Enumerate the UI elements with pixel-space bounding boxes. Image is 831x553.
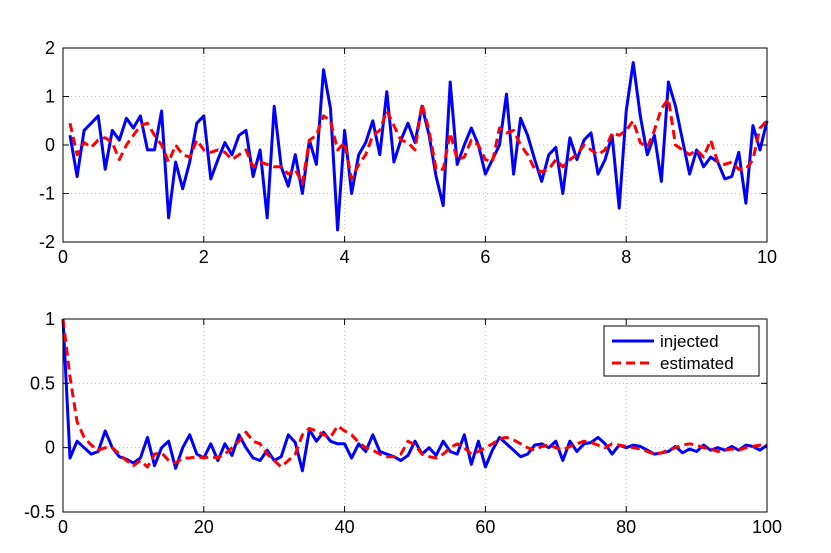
y-tick-label: 2	[45, 38, 55, 58]
y-tick-label: 0	[45, 438, 55, 458]
y-tick-label: 1	[45, 87, 55, 107]
series-line-dashed	[68, 97, 769, 186]
x-tick-label: 0	[58, 517, 68, 537]
x-tick-label: 2	[199, 247, 209, 267]
axes-box	[62, 318, 768, 513]
legend-label-injected: injected	[660, 332, 719, 351]
x-tick-label: 4	[340, 247, 350, 267]
series-line-dashed	[61, 318, 767, 469]
y-tick-label: -0.5	[24, 502, 55, 522]
x-tick-label: 6	[480, 247, 490, 267]
x-tick-label: 100	[752, 517, 782, 537]
x-tick-label: 0	[58, 247, 68, 267]
y-tick-label: -1	[39, 184, 55, 204]
y-tick-label: -2	[39, 232, 55, 252]
legend: injected estimated	[603, 325, 760, 377]
y-tick-label: 1	[45, 309, 55, 329]
x-tick-label: 20	[194, 517, 214, 537]
x-tick-label: 10	[757, 247, 777, 267]
legend-box	[603, 325, 760, 377]
y-tick-label: 0	[45, 135, 55, 155]
series-line-solid	[68, 61, 769, 232]
legend-label-estimated: estimated	[660, 354, 734, 373]
x-tick-label: 60	[475, 517, 495, 537]
y-tick-label: 0.5	[30, 373, 55, 393]
x-tick-label: 40	[335, 517, 355, 537]
x-tick-label: 80	[616, 517, 636, 537]
x-tick-label: 8	[621, 247, 631, 267]
